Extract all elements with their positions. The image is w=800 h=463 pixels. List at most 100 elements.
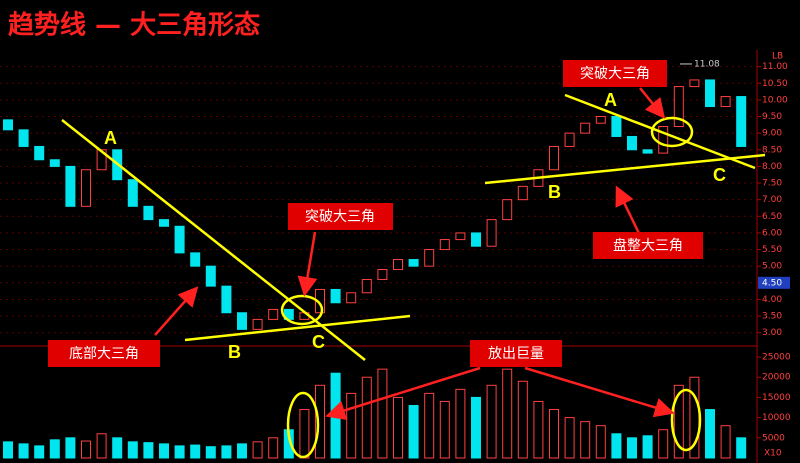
candle <box>455 232 466 241</box>
volume-bar <box>595 425 606 459</box>
volume-bar <box>424 392 435 459</box>
candle <box>393 259 403 271</box>
candle <box>205 265 216 287</box>
volume-bar <box>268 437 279 459</box>
label-boxes <box>48 60 703 367</box>
volume-bar <box>49 439 60 459</box>
volume-bar <box>580 421 591 459</box>
volume-bar <box>81 440 91 459</box>
point-label: C <box>312 332 325 352</box>
volume-bar <box>3 441 13 459</box>
volume-bar <box>673 384 684 459</box>
candle <box>361 278 372 294</box>
volume-bar <box>393 396 403 459</box>
point-label: A <box>104 128 117 148</box>
y-tick-label: 11.00 <box>762 62 788 72</box>
candle <box>127 179 138 207</box>
candle <box>330 288 341 304</box>
candle <box>517 185 528 201</box>
candle <box>268 308 279 320</box>
y-tick-label: 7.00 <box>762 195 782 205</box>
y-tick-label: 6.00 <box>762 228 782 238</box>
candle <box>658 125 669 154</box>
volume-bar <box>65 437 76 459</box>
current-price-box <box>758 276 790 289</box>
candle <box>34 145 45 161</box>
volume-bar <box>564 417 575 459</box>
volume-bar <box>455 388 466 459</box>
point-label: B <box>228 342 241 362</box>
candle <box>595 116 606 124</box>
volume-bar <box>408 405 419 459</box>
candle <box>174 225 185 254</box>
y-tick-label: 3.50 <box>762 312 782 322</box>
candle <box>159 219 169 227</box>
volume-bar <box>299 409 310 459</box>
y-tick-label: 5.50 <box>762 245 782 255</box>
volume-bar <box>205 446 216 459</box>
annotation: 突破大三角 <box>580 66 650 82</box>
candle <box>237 312 247 330</box>
candle <box>736 96 747 147</box>
volume-bar <box>315 384 325 459</box>
candle <box>720 96 731 108</box>
volume-bar <box>658 429 669 459</box>
volume-bar <box>736 437 747 459</box>
volume-bar <box>237 443 247 459</box>
volume-bar <box>549 409 559 459</box>
volume-bar <box>377 368 388 459</box>
volume-bar <box>517 380 528 459</box>
candle <box>221 285 232 314</box>
y-tick-label: 7.50 <box>762 179 782 189</box>
candle <box>377 269 388 280</box>
candle <box>3 119 13 131</box>
volume-bar <box>190 444 201 459</box>
y-tick-label: 10.00 <box>762 95 788 105</box>
arrows <box>154 87 675 421</box>
unit-label: X10 <box>764 449 782 459</box>
y-tick-label: 8.00 <box>762 162 782 172</box>
volume-bar <box>439 400 450 459</box>
y-tick-label: 10000 <box>762 413 791 423</box>
point-label: C <box>713 165 726 185</box>
title: 趋势线 — 大三角形态 <box>8 10 260 41</box>
axis-note: LB <box>772 52 783 62</box>
y-tick-label: 15000 <box>762 393 791 403</box>
volume-bar <box>346 392 357 459</box>
y-tick-label: 9.00 <box>762 129 782 139</box>
y-tick-label: 9.50 <box>762 112 782 122</box>
y-tick-label: 6.50 <box>762 212 782 222</box>
volume-bar <box>705 409 715 459</box>
annotation: 突破大三角 <box>305 209 375 225</box>
y-tick-label: 20000 <box>762 373 791 383</box>
point-label: A <box>604 90 617 110</box>
candle <box>143 205 154 221</box>
volume-bar <box>221 445 232 459</box>
candle <box>81 169 91 207</box>
candle <box>346 292 357 304</box>
y-tick-label: 10.50 <box>762 79 788 89</box>
point-label: B <box>548 182 561 202</box>
candle <box>549 145 559 171</box>
current-price-label: 4.50 <box>762 278 782 288</box>
candle <box>18 129 29 147</box>
volume-bar <box>502 368 513 459</box>
volume-bar <box>127 441 138 459</box>
candle <box>486 219 497 247</box>
candle <box>408 259 419 267</box>
candle <box>49 159 60 167</box>
volume-bar <box>471 396 481 459</box>
volume-bar <box>143 442 154 459</box>
candle <box>642 149 653 154</box>
volume-bar <box>34 445 45 459</box>
candle <box>502 199 513 221</box>
volume-bar <box>627 437 637 459</box>
volume-bar <box>174 445 185 459</box>
candle <box>190 252 201 267</box>
y-tick-label: 5.00 <box>762 262 782 272</box>
volume-bar <box>486 384 497 459</box>
candle <box>627 135 637 151</box>
volume-bar <box>112 437 123 459</box>
